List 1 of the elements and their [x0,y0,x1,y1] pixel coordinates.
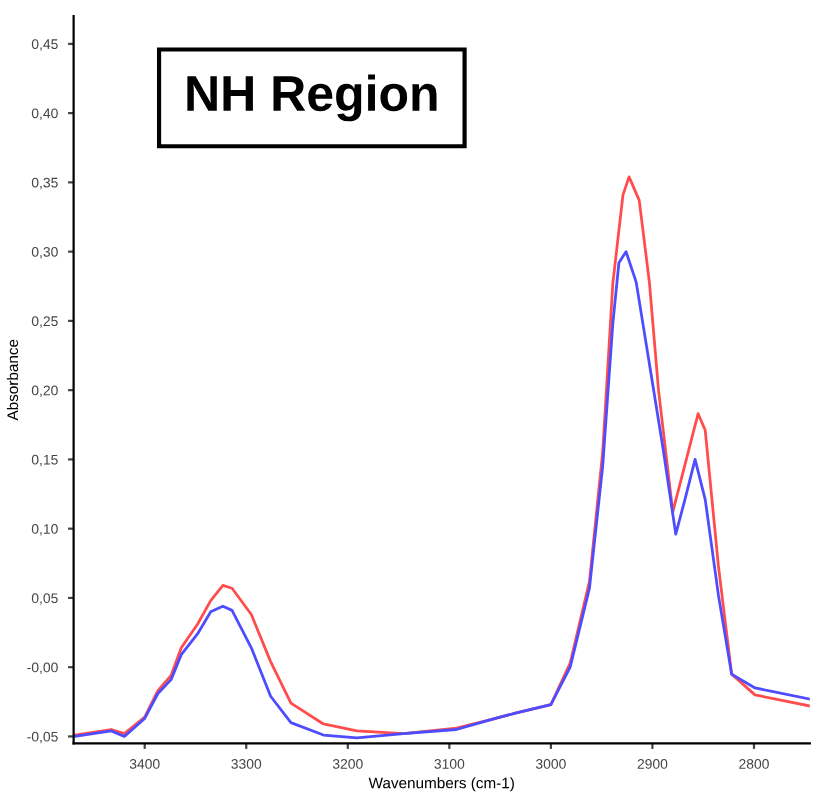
annotation: NH Region [187,74,437,122]
